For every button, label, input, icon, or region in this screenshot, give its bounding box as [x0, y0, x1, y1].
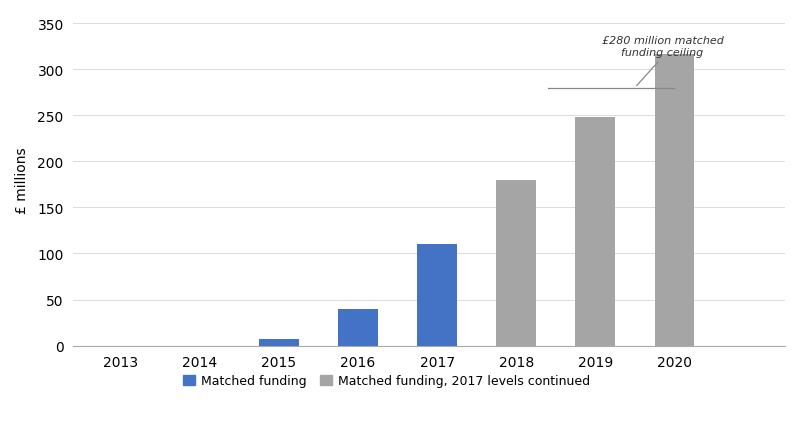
- Legend: Matched funding, Matched funding, 2017 levels continued: Matched funding, Matched funding, 2017 l…: [178, 369, 595, 392]
- Y-axis label: £ millions: £ millions: [15, 147, 29, 214]
- Bar: [259, 339, 298, 346]
- Bar: [497, 181, 536, 346]
- Text: £280 million matched
funding ceiling: £280 million matched funding ceiling: [602, 36, 723, 86]
- Bar: [418, 245, 457, 346]
- Bar: [654, 55, 694, 346]
- Bar: [338, 309, 378, 346]
- Bar: [575, 118, 615, 346]
